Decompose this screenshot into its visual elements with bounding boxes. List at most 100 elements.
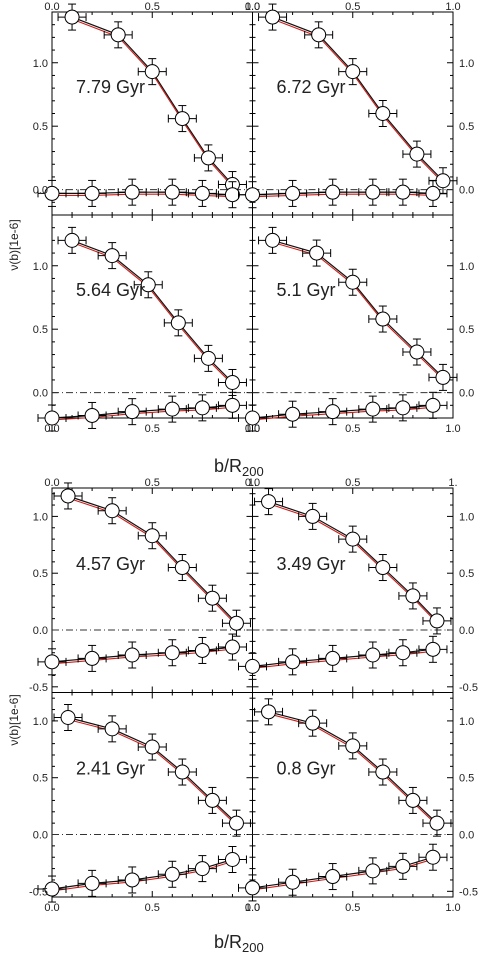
x-tick-label-top: 1.0 — [445, 1, 460, 13]
y-tick-label-left: 0.5 — [33, 773, 48, 785]
data-marker — [204, 590, 220, 606]
top-figure-group: 7.79 Gyr 6.72 Gyr 5.64 Gyr 5.1 Gyr 0.0 0.5 1.0… — [33, 1, 475, 435]
data-marker — [365, 647, 381, 663]
upper-data-point — [368, 100, 398, 127]
data-marker — [228, 815, 244, 831]
x-axis-title-top-sub: 200 — [242, 464, 264, 479]
lower-data-point — [77, 869, 107, 897]
data-marker — [44, 185, 60, 201]
data-marker — [285, 654, 301, 670]
lower-data-point — [318, 644, 348, 672]
y-tick-label-left: 0.0 — [33, 830, 48, 842]
data-marker — [64, 9, 80, 25]
data-marker — [245, 658, 260, 674]
data-marker — [365, 401, 381, 417]
x-tick-label-bottom: 0.5 — [345, 902, 360, 914]
panel-frame — [252, 692, 454, 898]
lower-data-point — [358, 641, 388, 669]
upper-data-point — [368, 554, 398, 582]
y-axis-title-top: ν(b)[1e-6] — [7, 219, 21, 270]
lower-data-point — [187, 179, 217, 207]
x-tick-label-bottom: 0.0 — [245, 423, 260, 435]
data-marker — [104, 248, 120, 264]
data-marker — [345, 531, 361, 547]
lower-data-point — [37, 875, 67, 903]
upper-data-point — [167, 105, 197, 133]
lower-data-point — [37, 648, 67, 676]
lower-data-point — [217, 633, 247, 661]
panel-frame — [51, 214, 253, 419]
data-marker — [104, 503, 120, 519]
lower-data-point — [318, 398, 348, 426]
data-marker — [309, 245, 325, 261]
upper-data-point — [137, 733, 167, 761]
data-marker — [124, 184, 140, 200]
data-marker — [44, 654, 60, 670]
data-marker — [44, 410, 60, 426]
panel-bottom-1: 3.49 Gyr — [238, 487, 454, 693]
upper-data-point — [137, 58, 167, 86]
lower-data-point — [358, 857, 388, 885]
upper-data-point — [217, 368, 247, 396]
data-marker — [104, 721, 120, 737]
upper-data-point — [422, 607, 452, 635]
upper-data-point — [402, 338, 432, 366]
panel-label: 5.1 Gyr — [277, 280, 336, 300]
lower-data-point — [157, 395, 187, 423]
upper-data-point — [197, 584, 227, 612]
y-tick-label-right: 1.0 — [459, 511, 474, 523]
upper-data-point — [338, 732, 368, 760]
y-tick-label-left: 1.0 — [33, 261, 48, 273]
data-marker — [194, 185, 210, 201]
x-tick-label-bottom: 0.0 — [44, 423, 59, 435]
panel-top-2: 5.64 Gyr — [37, 214, 253, 432]
upper-data-point — [402, 140, 432, 168]
data-marker — [425, 849, 441, 865]
panel-label: 7.79 Gyr — [76, 77, 145, 97]
upper-data-point — [97, 715, 127, 743]
x-tick-label-top: 1. — [448, 477, 457, 489]
data-marker — [435, 369, 451, 385]
upper-data-point — [103, 21, 133, 49]
upper-data-point — [137, 522, 167, 550]
data-marker — [170, 315, 186, 331]
panel-label: 2.41 Gyr — [76, 758, 145, 778]
x-tick-label-top: 0.0 — [245, 477, 260, 489]
data-marker — [194, 400, 210, 416]
lower-data-point — [318, 863, 348, 891]
x-tick-label-top: 0.0 — [245, 1, 260, 13]
panel-label: 5.64 Gyr — [76, 280, 145, 300]
lower-data-point — [217, 391, 247, 419]
data-marker — [245, 880, 260, 896]
x-tick-label-bottom: 0.5 — [145, 423, 160, 435]
x-axis-title-top-main: b/R — [214, 456, 242, 476]
x-tick-label-top: 1.0 — [245, 1, 260, 13]
upper-data-point — [53, 703, 83, 731]
data-marker — [425, 185, 441, 201]
y-tick-label-right: 1.0 — [459, 58, 474, 70]
data-marker — [305, 715, 321, 731]
lower-data-point — [187, 636, 217, 664]
data-marker — [261, 704, 277, 720]
data-marker — [429, 613, 445, 629]
data-marker — [174, 764, 190, 780]
panel-bottom-2: 2.41 Gyr — [37, 692, 253, 903]
data-marker — [164, 184, 180, 200]
data-marker — [365, 184, 381, 200]
x-tick-label-top: 0.5 — [145, 477, 160, 489]
upper-data-point — [398, 582, 428, 610]
upper-data-point — [167, 554, 197, 582]
lower-data-point — [187, 855, 217, 883]
y-tick-label-right: 0.0 — [459, 388, 474, 400]
x-tick-label-top: 0.0 — [44, 1, 59, 13]
panel-label: 0.8 Gyr — [277, 758, 336, 778]
y-tick-label-right: 0.5 — [459, 568, 474, 580]
x-tick-label-bottom: 0.5 — [345, 423, 360, 435]
y-tick-label-left: 1.0 — [33, 716, 48, 728]
data-marker — [84, 650, 100, 666]
data-marker — [285, 406, 301, 422]
lower-data-point — [238, 404, 267, 432]
y-tick-label-left: 1.0 — [33, 58, 48, 70]
lower-data-point — [418, 179, 448, 207]
data-marker — [325, 404, 341, 420]
